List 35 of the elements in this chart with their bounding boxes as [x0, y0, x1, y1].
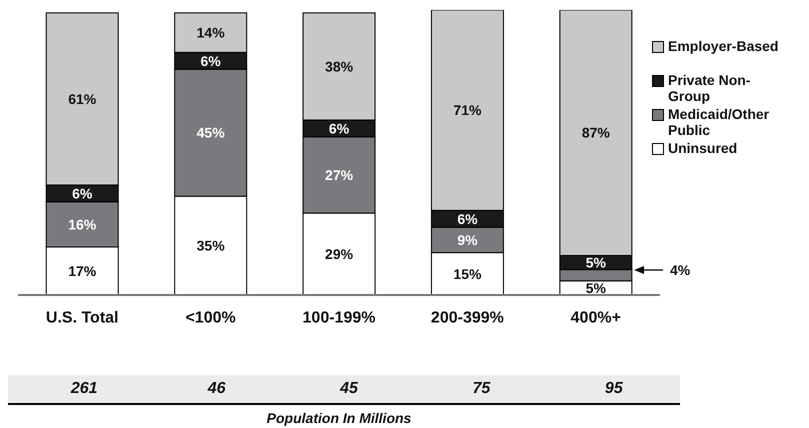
data-label: 5%	[586, 254, 607, 271]
text: 4%	[670, 262, 690, 278]
data-label: 6%	[72, 185, 93, 202]
data-label: 6%	[457, 210, 478, 227]
data-label: 61%	[68, 90, 97, 107]
data-label: 6%	[200, 52, 222, 69]
x-tick-label: 100-199%	[302, 309, 376, 326]
data-label: 45%	[196, 124, 226, 141]
data-label: 16%	[68, 216, 97, 232]
text: 75	[472, 379, 492, 399]
legend-label: Employer-Based	[668, 38, 778, 54]
data-label: 35%	[196, 238, 226, 254]
data-label: 87%	[582, 124, 610, 141]
x-tick-label: 400%+	[570, 309, 621, 326]
text: 46	[206, 379, 226, 399]
x-tick-label: U.S. Total	[46, 309, 118, 326]
data-label: 14%	[196, 24, 226, 41]
data-label: 17%	[68, 263, 97, 280]
data-label: 27%	[325, 167, 354, 184]
data-label: 29%	[325, 246, 354, 262]
text: 45	[339, 379, 359, 399]
data-label: 15%	[453, 266, 482, 282]
text: Population In Millions	[266, 410, 412, 426]
legend-label: Medicaid/Other Public	[668, 106, 770, 138]
data-label: 9%	[457, 232, 478, 248]
text: 261	[70, 379, 99, 399]
text: 95	[604, 379, 624, 399]
x-tick-label: 200-399%	[430, 309, 504, 326]
data-label: 38%	[325, 58, 354, 74]
legend-label: Uninsured	[668, 140, 738, 156]
legend-label: Private Non-Group	[668, 72, 752, 104]
data-label: 71%	[453, 102, 482, 118]
x-tick-label: <100%	[185, 309, 236, 326]
data-label: 6%	[328, 120, 350, 137]
data-label: 5%	[586, 280, 607, 296]
